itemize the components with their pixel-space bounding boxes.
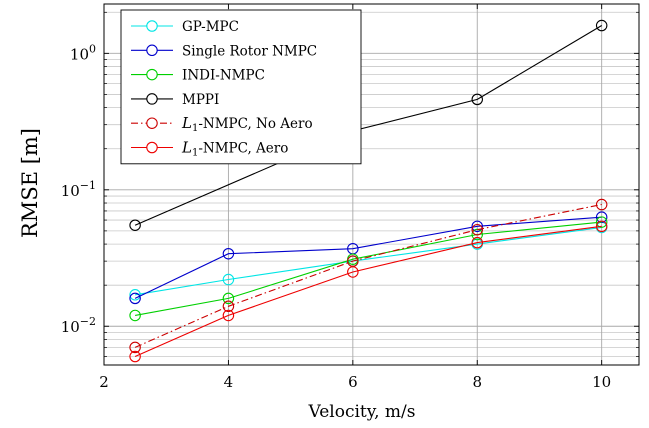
legend-marker-3	[146, 93, 158, 105]
x-axis-title: Velocity, m/s	[308, 402, 416, 422]
legend-label-0: GP-MPC	[182, 19, 239, 35]
data-point-1	[129, 292, 141, 305]
ticks-layer: 10−2 10−1 100 2 4 6 8 10	[61, 4, 639, 391]
legend-box	[120, 9, 362, 165]
series-line-4	[134, 203, 602, 348]
data-point-4	[595, 198, 608, 211]
y-axis-title: RMSE [m]	[18, 128, 42, 238]
legend-label-3: MPPI	[182, 92, 219, 108]
legend-marker-5	[146, 141, 158, 154]
x-tick-label: 8	[472, 373, 482, 391]
y-tick-label: 100	[70, 42, 96, 63]
legend-marker-2	[146, 68, 158, 81]
data-point-1	[471, 220, 484, 233]
legend: GP-MPC Single Rotor NMPC INDI-NMPC MPPI L1-N…	[120, 9, 362, 165]
x-tick-label: 4	[224, 373, 234, 391]
data-point-0	[222, 273, 235, 286]
data-point-4	[471, 223, 484, 236]
data-point-4	[129, 341, 141, 354]
series-line-2	[135, 221, 602, 316]
x-tick-label: 6	[348, 373, 358, 391]
legend-marker-4	[146, 117, 158, 129]
series-line-1	[134, 216, 602, 299]
data-point-5	[129, 350, 141, 363]
legend-marker-0	[146, 20, 158, 32]
y-tick-label: 10−2	[61, 315, 96, 336]
y-tick-label: 10−1	[61, 179, 96, 200]
data-point-5	[347, 266, 359, 278]
data-point-3	[595, 19, 608, 32]
data-point-2	[222, 292, 235, 305]
legend-label-2: INDI-NMPC	[182, 68, 265, 84]
legend-label-4: L1-NMPC, No Aero	[181, 114, 313, 134]
data-point-5	[471, 236, 484, 249]
legend-label-5: L1-NMPC, Aero	[181, 139, 288, 159]
series-line-3	[134, 25, 602, 226]
data-point-4	[222, 300, 235, 313]
legend-marker-1	[146, 44, 158, 57]
data-point-5	[222, 309, 235, 322]
plot-frame	[103, 3, 640, 366]
data-point-5	[595, 220, 608, 233]
data-point-1	[222, 247, 235, 260]
data-point-0	[129, 289, 141, 301]
data-point-3	[129, 219, 141, 231]
series-layer	[129, 19, 608, 363]
legend-label-1: Single Rotor NMPC	[182, 43, 317, 59]
x-tick-label: 10	[592, 373, 611, 391]
x-tick-label: 2	[99, 373, 109, 391]
data-point-2	[595, 216, 608, 228]
minor-gridlines	[104, 11, 639, 357]
data-point-3	[471, 93, 484, 106]
data-point-2	[129, 309, 141, 322]
series-line-5	[134, 225, 602, 358]
